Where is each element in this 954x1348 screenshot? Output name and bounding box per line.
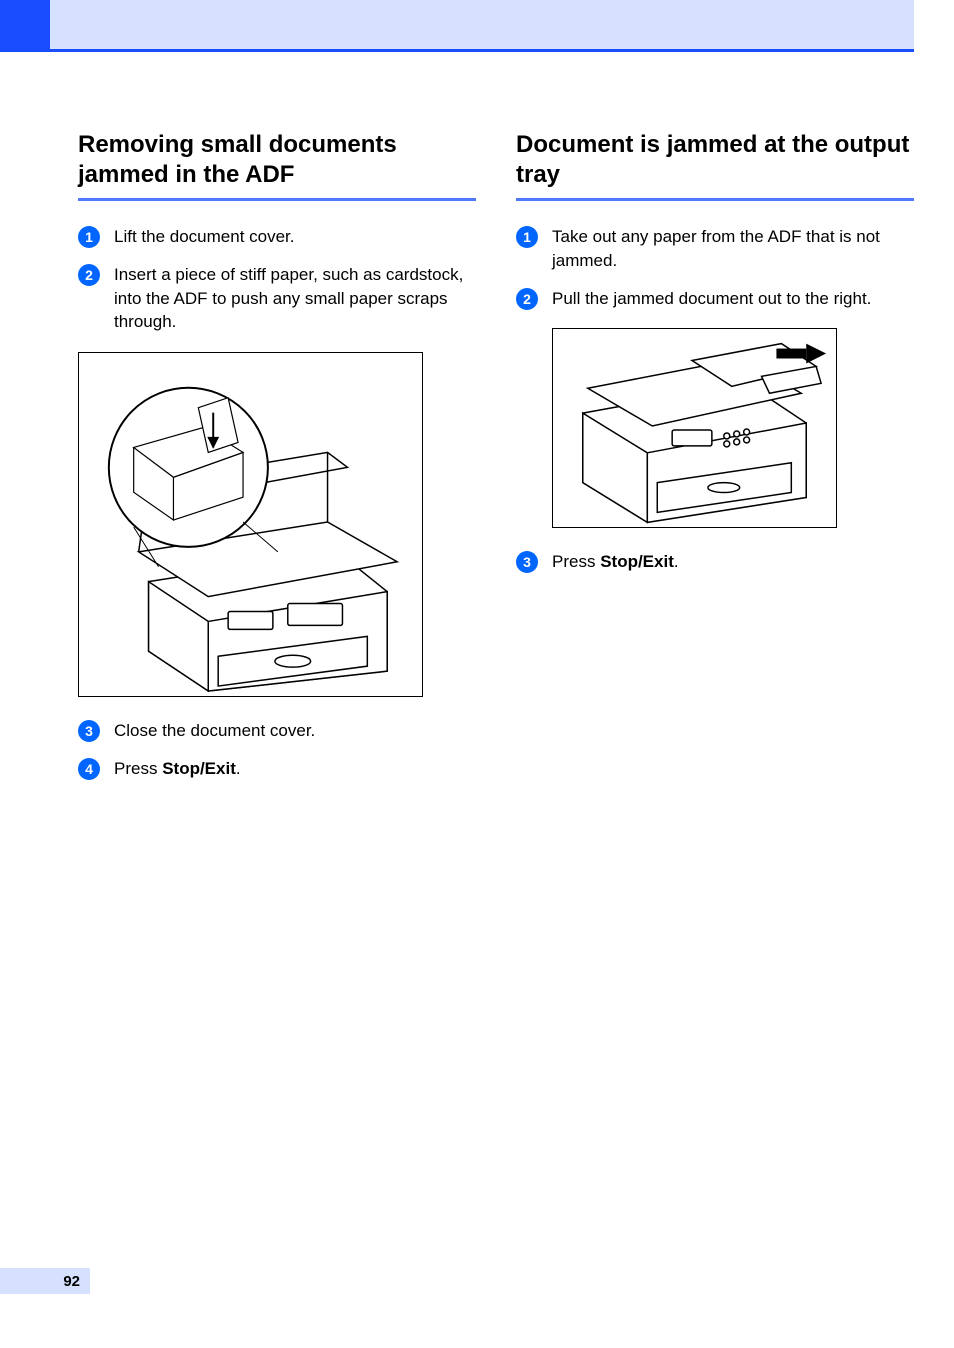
left-step-4: 4 Press Stop/Exit. (78, 757, 476, 781)
step-bold: Stop/Exit (600, 552, 674, 571)
step-bold: Stop/Exit (162, 759, 236, 778)
left-column: Removing small documents jammed in the A… (78, 130, 476, 795)
step-prefix: Press (552, 552, 600, 571)
blue-side-tab (0, 0, 50, 52)
step-circle-icon: 4 (78, 758, 100, 780)
step-text: Lift the document cover. (114, 225, 476, 249)
right-illustration (552, 328, 837, 528)
page-number: 92 (63, 1273, 80, 1290)
right-step-2: 2 Pull the jammed document out to the ri… (516, 287, 914, 311)
title-underline (516, 198, 914, 201)
right-step-3: 3 Press Stop/Exit. (516, 550, 914, 574)
left-step-1: 1 Lift the document cover. (78, 225, 476, 249)
right-section-title: Document is jammed at the output tray (516, 130, 914, 190)
left-step-3: 3 Close the document cover. (78, 719, 476, 743)
step-circle-icon: 1 (78, 226, 100, 248)
page-content: Removing small documents jammed in the A… (78, 130, 914, 795)
page-number-footer: 92 (0, 1268, 90, 1294)
step-circle-icon: 1 (516, 226, 538, 248)
left-section-title: Removing small documents jammed in the A… (78, 130, 476, 190)
printer-output-jam-icon (553, 328, 836, 528)
step-suffix: . (236, 759, 241, 778)
step-text: Pull the jammed document out to the righ… (552, 287, 914, 311)
step-text: Insert a piece of stiff paper, such as c… (114, 263, 476, 334)
right-step-1: 1 Take out any paper from the ADF that i… (516, 225, 914, 273)
step-text: Press Stop/Exit. (114, 757, 476, 781)
title-underline (78, 198, 476, 201)
step-text: Take out any paper from the ADF that is … (552, 225, 914, 273)
step-circle-icon: 3 (516, 551, 538, 573)
left-illustration (78, 352, 423, 697)
step-circle-icon: 2 (516, 288, 538, 310)
header-bar (50, 0, 914, 52)
printer-cover-open-icon (79, 352, 422, 697)
step-circle-icon: 2 (78, 264, 100, 286)
step-prefix: Press (114, 759, 162, 778)
step-text: Close the document cover. (114, 719, 476, 743)
step-text: Press Stop/Exit. (552, 550, 914, 574)
step-suffix: . (674, 552, 679, 571)
left-step-2: 2 Insert a piece of stiff paper, such as… (78, 263, 476, 334)
step-circle-icon: 3 (78, 720, 100, 742)
right-column: Document is jammed at the output tray 1 … (516, 130, 914, 795)
